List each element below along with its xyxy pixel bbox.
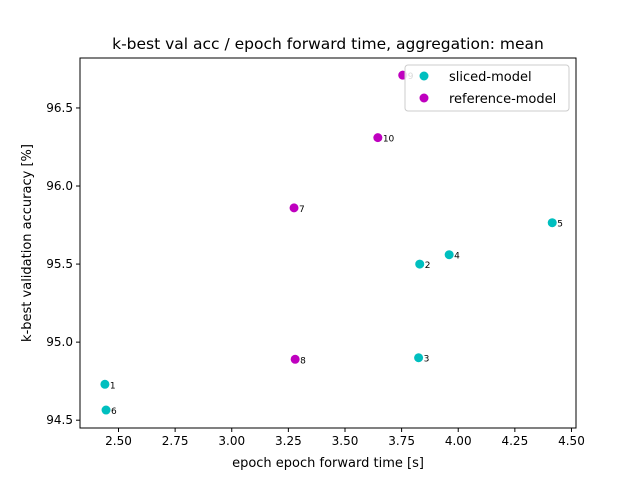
point-label: 10 xyxy=(383,135,395,145)
y-tick-label: 96.5 xyxy=(46,101,73,115)
point-label: 6 xyxy=(111,407,117,417)
y-tick-label: 95.5 xyxy=(46,257,73,271)
y-axis-label: k-best validation accuracy [%] xyxy=(20,144,35,342)
plot-frame xyxy=(79,57,577,429)
x-tick-label: 2.75 xyxy=(162,434,189,448)
legend-marker xyxy=(419,71,429,81)
x-tick-label: 4.00 xyxy=(445,434,472,448)
legend-label: sliced-model xyxy=(449,70,532,85)
reference-model-point xyxy=(373,133,383,143)
legend-marker xyxy=(419,93,429,103)
reference-model-point xyxy=(289,203,299,213)
point-label: 5 xyxy=(557,220,563,230)
point-label: 4 xyxy=(454,252,460,262)
plot-area xyxy=(79,57,577,429)
chart-title: k-best val acc / epoch forward time, agg… xyxy=(112,35,544,53)
x-tick-label: 3.00 xyxy=(218,434,245,448)
reference-model-point xyxy=(290,354,300,364)
x-tick-label: 4.50 xyxy=(558,434,585,448)
legend: sliced-model reference-model xyxy=(404,64,570,112)
y-tick-label: 96.0 xyxy=(46,179,73,193)
point-label: 3 xyxy=(424,355,430,365)
x-axis-label: epoch epoch forward time [s] xyxy=(232,456,424,471)
point-label: 7 xyxy=(299,205,305,215)
x-tick-label: 3.75 xyxy=(388,434,415,448)
sliced-model-point xyxy=(414,353,424,363)
sliced-model-point xyxy=(547,218,557,228)
y-axis: 94.5 95.0 95.5 96.0 96.5 xyxy=(46,101,80,427)
x-tick-label: 4.25 xyxy=(501,434,528,448)
data-points xyxy=(100,70,557,415)
sliced-model-point xyxy=(100,379,110,389)
legend-box xyxy=(404,64,570,112)
x-axis: 2.50 2.75 3.00 3.25 3.50 3.75 4.00 4.25 4.50 xyxy=(105,428,585,448)
legend-label: reference-model xyxy=(449,92,556,107)
point-label: 1 xyxy=(110,381,116,391)
x-tick-label: 3.50 xyxy=(332,434,359,448)
x-tick-label: 2.50 xyxy=(105,434,132,448)
sliced-model-point xyxy=(415,259,425,269)
sliced-model-point xyxy=(444,250,454,260)
y-tick-label: 94.5 xyxy=(46,413,73,427)
sliced-model-point xyxy=(101,405,111,415)
point-label: 2 xyxy=(425,261,431,271)
y-tick-label: 95.0 xyxy=(46,335,73,349)
point-label: 8 xyxy=(300,356,306,366)
x-tick-label: 3.25 xyxy=(275,434,302,448)
